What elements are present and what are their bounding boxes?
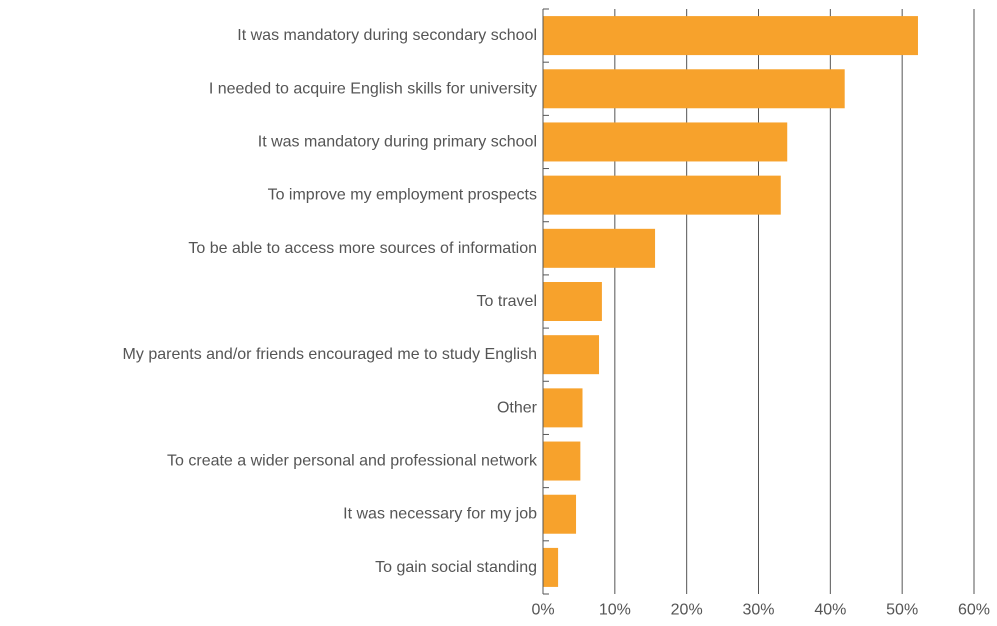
category-label-4: To improve my employment prospects [268,187,537,204]
category-label-8: Other [497,399,538,416]
bar-7 [543,335,600,375]
category-labels: It was mandatory during secondary school… [123,27,538,576]
bar-2 [543,69,845,109]
bar-6 [543,282,602,321]
x-tick-label-50: 50% [886,602,918,619]
bars [543,16,918,587]
bar-9 [543,441,581,481]
category-label-3: It was mandatory during primary school [258,133,537,150]
bar-1 [543,16,918,56]
category-label-11: To gain social standing [375,559,537,576]
x-tick-label-30: 30% [742,602,774,619]
x-tick-label-40: 40% [814,602,846,619]
bar-10 [543,494,577,534]
category-label-7: My parents and/or friends encouraged me … [123,346,537,363]
x-tick-label-10: 10% [599,602,631,619]
category-label-5: To be able to access more sources of inf… [188,240,537,257]
bar-8 [543,388,583,428]
category-label-1: It was mandatory during secondary school [237,27,537,44]
x-tick-label-0: 0% [531,602,554,619]
x-tick-label-60: 60% [958,602,990,619]
category-axis [542,8,549,595]
bar-3 [543,122,788,162]
value-axis-tick-labels: 0% 10% 20% 30% 40% 50% 60% [531,602,990,619]
bar-5 [543,228,656,268]
bar-11 [543,547,559,587]
bar-4 [543,175,781,215]
category-label-2: I needed to acquire English skills for u… [209,80,537,97]
category-label-6: To travel [477,293,537,310]
x-tick-label-20: 20% [671,602,703,619]
category-label-9: To create a wider personal and professio… [167,453,538,470]
category-label-10: It was necessary for my job [343,506,537,523]
